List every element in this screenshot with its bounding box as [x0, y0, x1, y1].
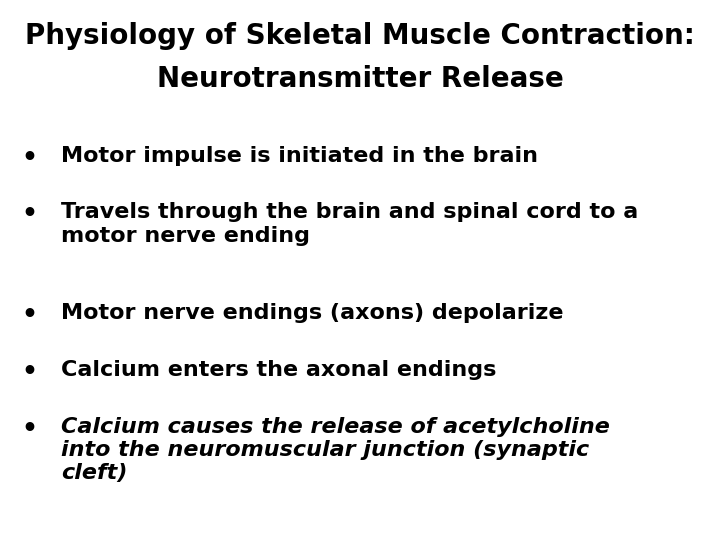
Text: Neurotransmitter Release: Neurotransmitter Release — [157, 65, 563, 93]
Text: •: • — [22, 202, 37, 226]
Text: Motor nerve endings (axons) depolarize: Motor nerve endings (axons) depolarize — [61, 303, 564, 323]
Text: Physiology of Skeletal Muscle Contraction:: Physiology of Skeletal Muscle Contractio… — [25, 22, 695, 50]
Text: •: • — [22, 417, 37, 441]
Text: •: • — [22, 146, 37, 170]
Text: Calcium causes the release of acetylcholine
into the neuromuscular junction (syn: Calcium causes the release of acetylchol… — [61, 417, 610, 483]
Text: •: • — [22, 303, 37, 327]
Text: Calcium enters the axonal endings: Calcium enters the axonal endings — [61, 360, 497, 380]
Text: Motor impulse is initiated in the brain: Motor impulse is initiated in the brain — [61, 146, 539, 166]
Text: •: • — [22, 360, 37, 384]
Text: Travels through the brain and spinal cord to a
motor nerve ending: Travels through the brain and spinal cor… — [61, 202, 639, 246]
